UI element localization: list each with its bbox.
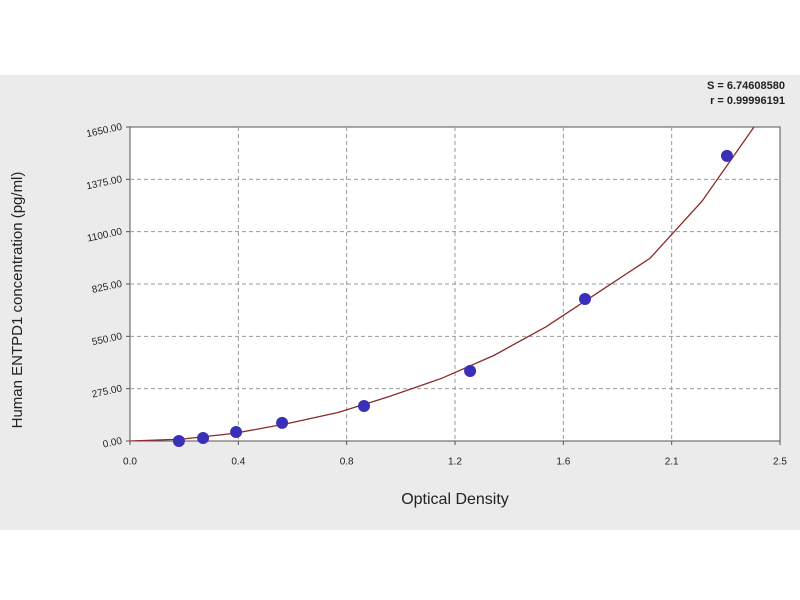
annotation: r = 0.99996191 <box>710 95 785 107</box>
x-tick-label: 2.5 <box>773 457 787 468</box>
data-point <box>358 399 370 412</box>
data-point <box>464 364 477 377</box>
data-point <box>172 435 185 447</box>
x-tick-label: 0.0 <box>123 457 137 468</box>
data-point <box>579 293 591 306</box>
x-tick-label: 0.4 <box>231 457 245 468</box>
annotation: S = 6.74608580 <box>707 80 785 92</box>
y-axis-title: Human ENTPD1 concentration (pg/ml) <box>9 172 26 429</box>
data-point <box>230 426 243 439</box>
y-tick-label: 0.00 <box>102 436 124 451</box>
x-tick-label: 2.1 <box>665 457 679 468</box>
data-point <box>197 431 210 444</box>
x-tick-label: 1.2 <box>448 457 462 468</box>
x-axis-title: Optical Density <box>401 491 509 508</box>
data-point <box>276 416 289 429</box>
data-point <box>720 149 733 162</box>
x-tick-label: 1.6 <box>556 457 570 468</box>
x-tick-label: 0.8 <box>340 457 354 468</box>
